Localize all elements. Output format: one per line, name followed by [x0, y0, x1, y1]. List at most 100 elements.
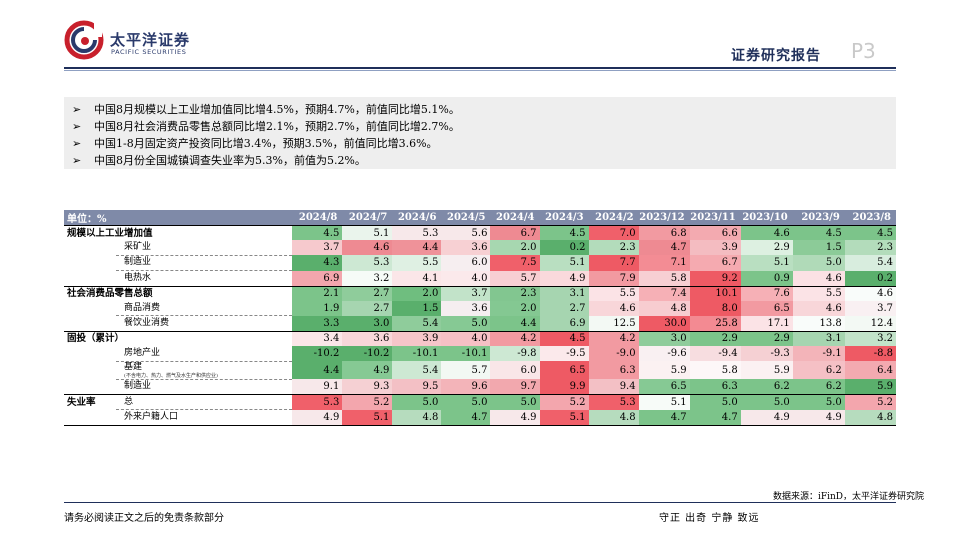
value-cell: 1.9: [292, 300, 343, 316]
value-cell: 6.2: [792, 361, 845, 380]
bullet-text: 中国8月社会消费品零售总额同比增2.1%，预期2.7%，前值同比增2.7%。: [94, 120, 460, 133]
value-cell: 2.0: [490, 240, 540, 256]
value-cell: 10.1: [689, 285, 741, 301]
value-cell: 4.8: [844, 409, 896, 426]
category-label: 固投（累计）: [64, 330, 293, 347]
value-cell: 5.8: [689, 361, 741, 380]
value-cell: 5.0: [740, 393, 793, 410]
value-cell: 5.0: [792, 393, 845, 410]
value-cell: 7.0: [588, 225, 639, 241]
value-cell: 4.2: [588, 330, 639, 347]
arrow-bullet-icon: ➢: [72, 137, 82, 150]
value-cell: 6.5: [539, 361, 589, 380]
subcategory-label: 采矿业: [116, 240, 293, 256]
value-cell: 2.0: [392, 285, 442, 301]
value-cell: 2.3: [490, 285, 540, 301]
value-cell: 5.1: [539, 409, 589, 426]
value-cell: 9.7: [490, 379, 540, 395]
value-cell: 5.1: [638, 393, 690, 410]
value-cell: 4.6: [740, 225, 793, 241]
data-source-note: 数据来源：iFinD，太平洋证券研究院: [773, 492, 925, 502]
subcategory-label: 餐饮业消费: [116, 315, 293, 332]
category-label: 规模以上工业增加值: [64, 225, 293, 241]
value-cell: 7.7: [588, 255, 639, 271]
value-cell: 8.0: [689, 300, 741, 316]
category-label: [64, 316, 116, 331]
value-cell: 9.2: [689, 270, 741, 287]
value-cell: 2.0: [490, 300, 540, 316]
category-label: [64, 255, 116, 270]
value-cell: 4.4: [292, 361, 343, 380]
table-header-row: 单位：% 2024/8 2024/7 2024/6 2024/5 2024/4 …: [64, 210, 896, 226]
arrow-bullet-icon: ➢: [72, 154, 82, 167]
value-cell: 6.7: [490, 225, 540, 241]
table-row: 失业率总 5.3 5.2 5.0 5.0 5.0 5.2 5.3 5.1 5.0 5.0 5.0 5.2: [64, 393, 896, 411]
value-cell: 4.7: [441, 409, 491, 426]
company-motto: 守正 出奇 宁静 致远: [659, 513, 760, 524]
value-cell: 4.7: [689, 409, 741, 426]
table-row: 餐饮业消费 3.3 3.0 5.4 5.0 4.4 6.9 12.5 30.0 25.8 17.1 1…: [64, 315, 896, 332]
value-cell: 6.3: [689, 379, 741, 395]
value-cell: 3.0: [342, 315, 393, 332]
bullet-item: ➢ 中国1-8月固定资产投资同比增3.4%，预期3.5%，前值同比增3.6%。: [72, 135, 438, 151]
subcategory-label: 制造业: [116, 379, 293, 395]
value-cell: 5.0: [441, 393, 491, 410]
table-row: 外来户籍人口 4.9 5.1 4.8 4.7 4.9 5.1 4.8 4.7 4.7 4.9 4.9 4…: [64, 409, 896, 426]
subcategory-label: 商品消费: [116, 300, 293, 317]
value-cell: 5.3: [342, 255, 393, 271]
value-cell: 5.7: [490, 270, 540, 287]
column-header: 2024/8: [292, 210, 343, 226]
value-cell: 3.6: [441, 300, 491, 316]
value-cell: 4.9: [342, 361, 393, 380]
table-row: 房地产业 -10.2 -10.2 -10.1 -10.1 -9.8 -9.5 -9.0 -9.6…: [64, 346, 896, 362]
value-cell: 5.3: [392, 225, 442, 241]
unit-label: 单位：%: [64, 210, 293, 226]
table-row: 制造业 4.3 5.3 5.5 6.0 7.5 5.1 7.7 7.1 6.7 5.1 5.0 5.4: [64, 255, 896, 272]
value-cell: 3.1: [539, 285, 589, 301]
value-cell: 5.2: [342, 393, 393, 410]
category-label: [64, 361, 116, 379]
value-cell: 3.4: [292, 330, 343, 347]
value-cell: 2.7: [342, 285, 393, 301]
column-header: 2023/12: [638, 210, 690, 226]
column-header: 2023/10: [740, 210, 793, 226]
value-cell: 3.1: [792, 330, 845, 347]
value-cell: 7.5: [490, 255, 540, 271]
value-cell: 7.6: [740, 285, 793, 301]
bullet-item: ➢ 中国8月份全国城镇调查失业率为5.3%，前值为5.2%。: [72, 152, 366, 168]
pacific-securities-logo-icon: [64, 20, 104, 60]
value-cell: 4.6: [792, 270, 845, 287]
value-cell: 4.3: [292, 255, 343, 271]
value-cell: 5.5: [588, 285, 639, 301]
value-cell: 5.0: [689, 393, 741, 410]
value-cell: -9.3: [740, 346, 793, 362]
table-row: 固投（累计） 3.4 3.6 3.9 4.0 4.2 4.5 4.2 3.0 2.9 2.9 3.1 3…: [64, 330, 896, 347]
value-cell: 5.5: [392, 255, 442, 271]
value-cell: 6.0: [490, 361, 540, 380]
value-cell: 4.9: [292, 409, 343, 426]
value-cell: 4.1: [392, 270, 442, 287]
page-number: P3: [851, 39, 876, 63]
value-cell: 12.5: [588, 315, 639, 332]
value-cell: 5.0: [392, 393, 442, 410]
column-header: 2024/7: [342, 210, 393, 226]
bullet-text: 中国8月规模以上工业增加值同比增4.5%，预期4.7%，前值同比增5.1%。: [94, 103, 460, 116]
header-divider-thin: [64, 70, 896, 71]
column-header: 2024/5: [441, 210, 491, 226]
value-cell: 9.5: [392, 379, 442, 395]
value-cell: 5.0: [490, 393, 540, 410]
value-cell: 3.7: [844, 300, 896, 316]
column-header: 2024/6: [392, 210, 442, 226]
page-header: 太平洋证券 PACIFIC SECURITIES 证券研究报告 P3: [0, 0, 960, 71]
value-cell: 4.9: [792, 409, 845, 426]
value-cell: 2.9: [740, 240, 793, 256]
value-cell: 0.9: [740, 270, 793, 287]
value-cell: 5.2: [844, 393, 896, 410]
category-label: 失业率: [64, 393, 117, 410]
value-cell: 13.8: [792, 315, 845, 332]
bullet-text: 中国1-8月固定资产投资同比增3.4%，预期3.5%，前值同比增3.6%。: [94, 137, 438, 150]
value-cell: 9.9: [539, 379, 589, 395]
value-cell: 4.8: [588, 409, 639, 426]
value-cell: 6.2: [792, 379, 845, 395]
category-label: [64, 346, 116, 361]
